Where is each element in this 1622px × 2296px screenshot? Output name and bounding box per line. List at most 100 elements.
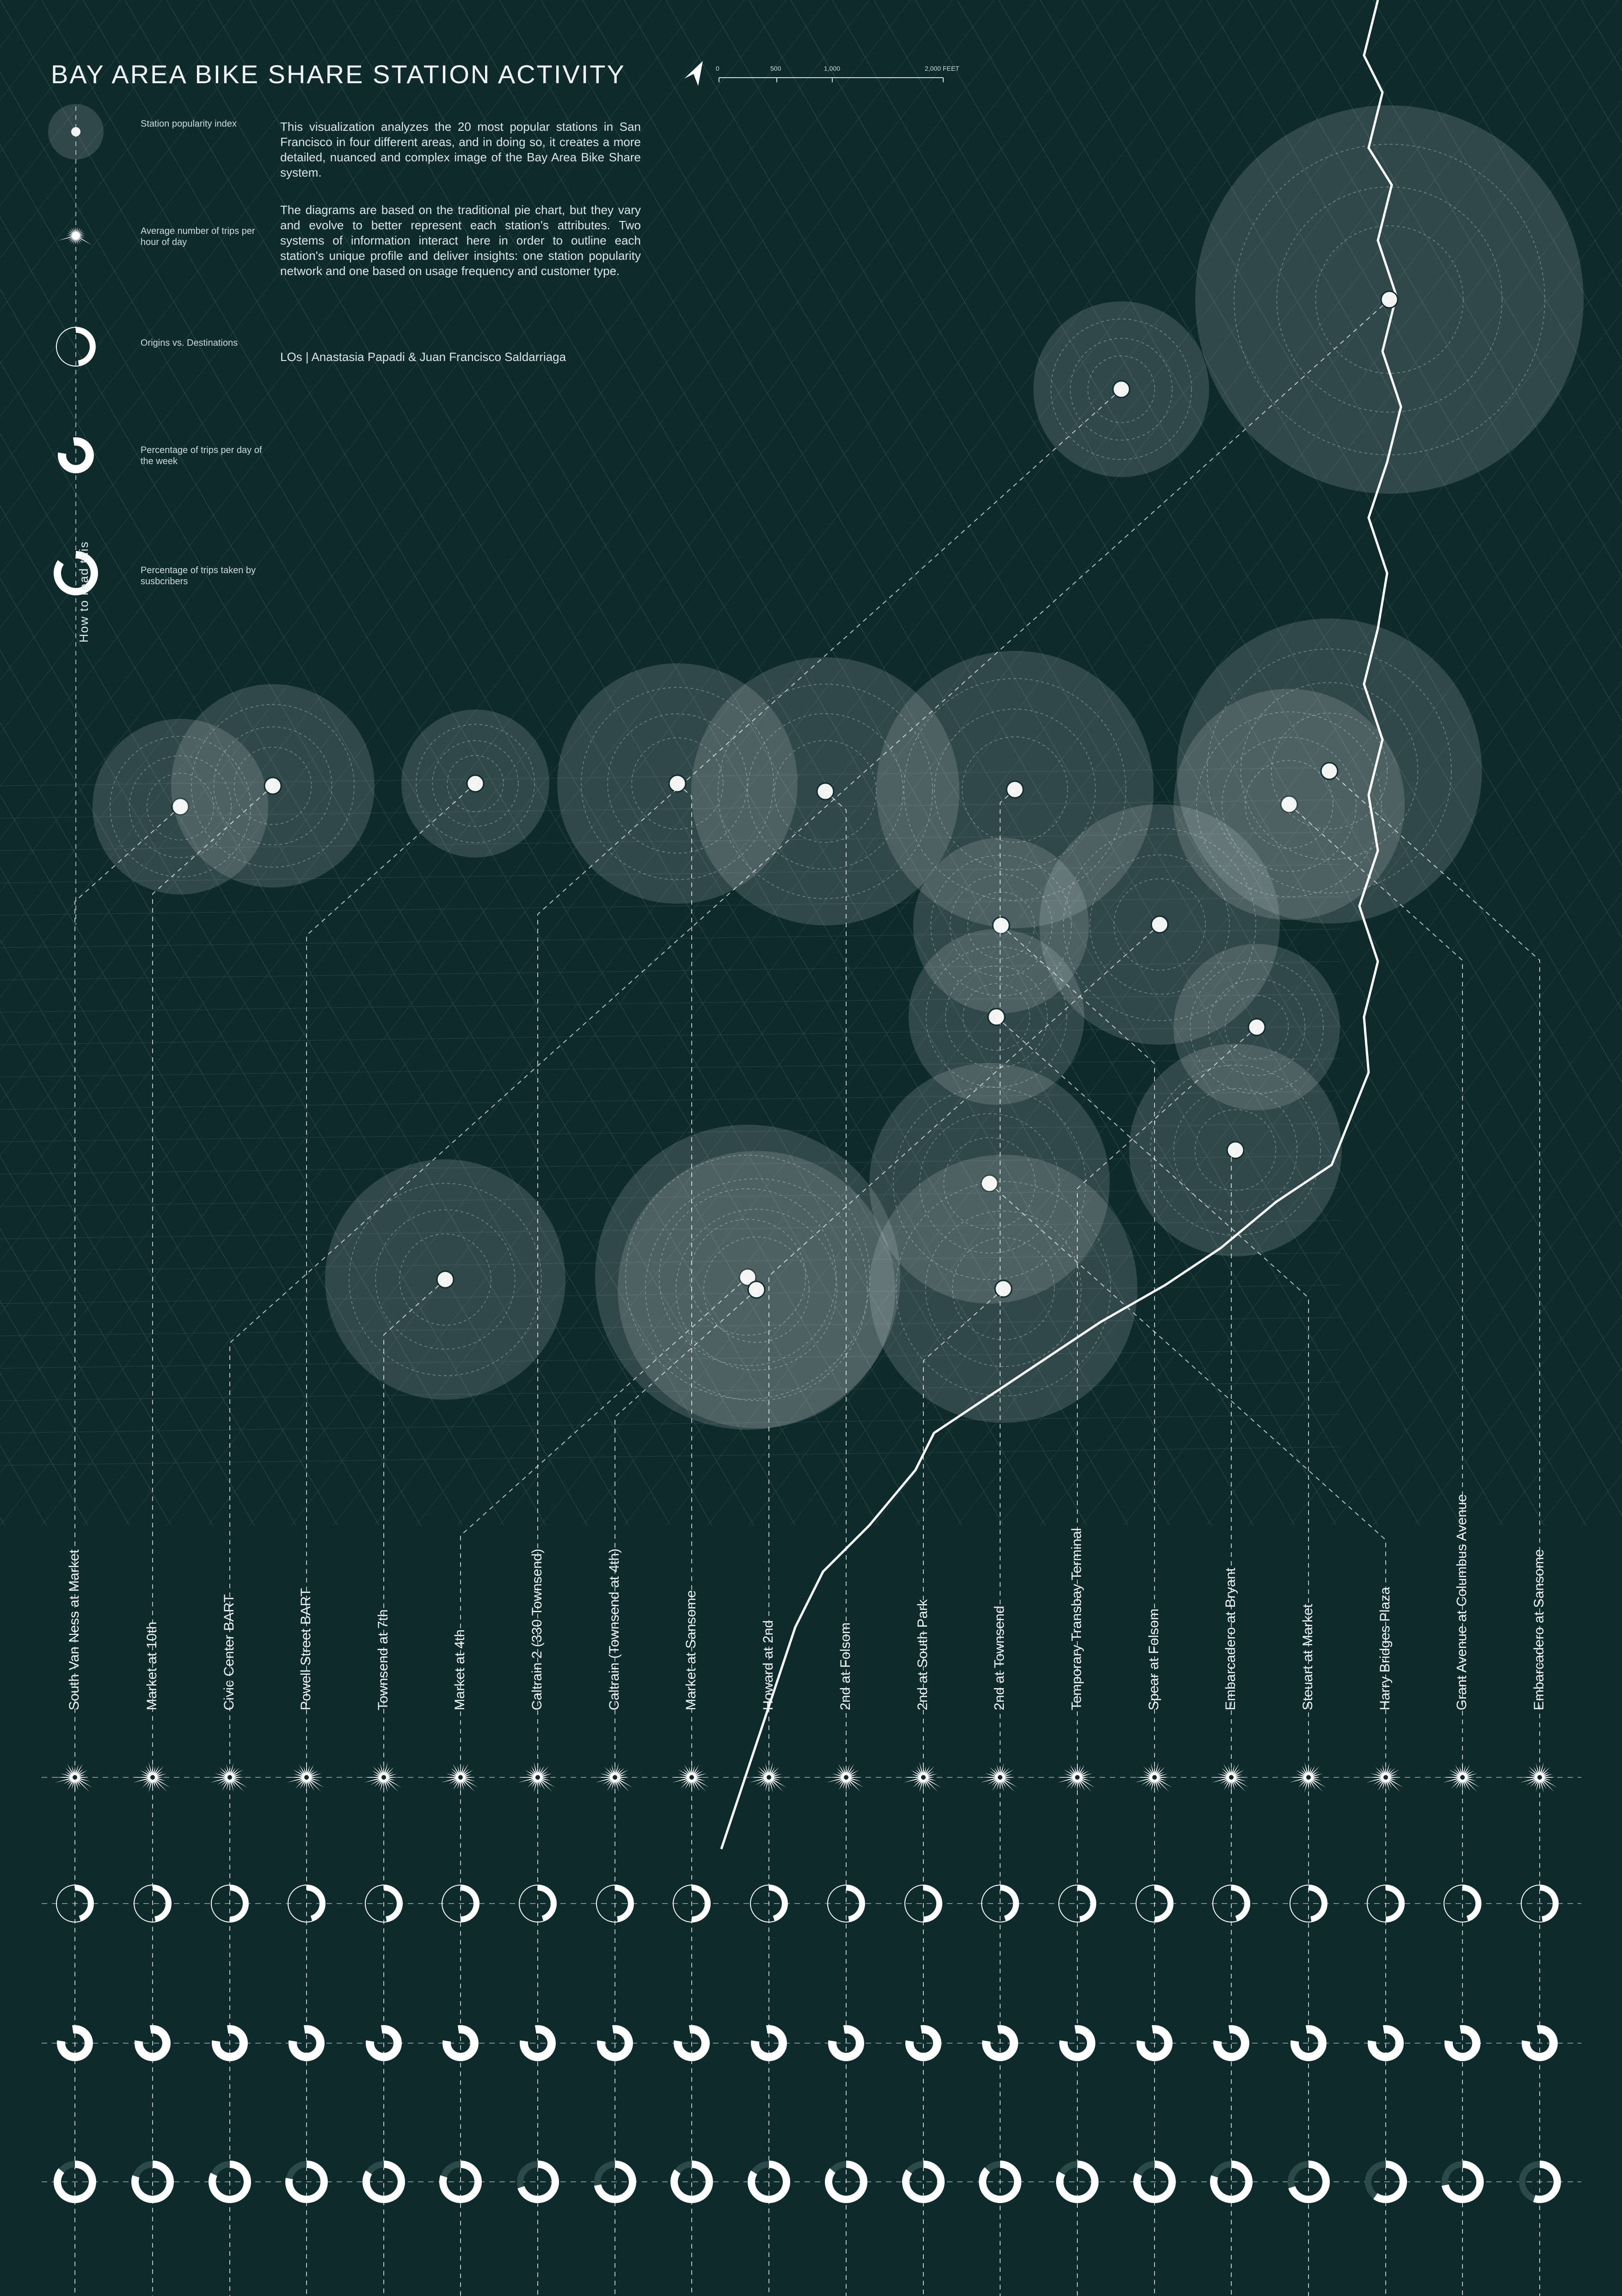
street-line [790, 470, 1622, 1526]
station-label: Temporary Transbay Terminal [1069, 1528, 1084, 1710]
halo-ring [903, 678, 1126, 901]
weekend-gap [56, 2025, 74, 2042]
od-arc [460, 1885, 479, 1922]
od-arc [1385, 1885, 1404, 1922]
od-arc [846, 1885, 865, 1922]
halo-ring [147, 773, 214, 840]
street-line [0, 1285, 1341, 1304]
subscriber-glyph [54, 2161, 96, 2203]
halo-ring [607, 713, 748, 854]
street-line [0, 0, 911, 1157]
origin-destination-glyph [519, 1885, 557, 1923]
halo-ring [919, 1113, 1060, 1254]
subscriber-glyph [748, 2161, 790, 2203]
od-arc [1000, 1885, 1019, 1922]
street-line [291, 0, 1494, 1526]
od-arc [1077, 1885, 1096, 1922]
weekend-gap [1059, 2025, 1076, 2042]
street-line [707, 364, 1622, 1526]
subscriber-arc [517, 2161, 559, 2203]
station-label: Market at 4th [452, 1629, 467, 1710]
legend-label-origins: Origins vs. Destinations [141, 338, 238, 348]
street-line [582, 0, 1462, 1526]
legend-popularity-dot [71, 127, 80, 136]
street-line [873, 0, 1622, 1300]
street-line [0, 577, 546, 1526]
legend-label-subscribers: Percentage of trips taken by susbcribers [141, 565, 256, 587]
legend-label-popularity: Station popularity index [141, 119, 237, 129]
halo-ring [925, 1211, 1081, 1367]
origin-destination-glyph [1290, 1885, 1327, 1923]
weekday-glyph [519, 2025, 556, 2061]
weekend-gap [905, 2025, 922, 2042]
street-line [0, 0, 1119, 1420]
halo-ring [416, 724, 535, 843]
subscriber-arc [670, 2161, 713, 2203]
street-line [957, 681, 1622, 1526]
weekday-ring [1137, 2025, 1173, 2061]
hourly-center [689, 1775, 694, 1780]
street-line [0, 433, 629, 1526]
halo-ring [1234, 144, 1545, 455]
street-line [416, 0, 1295, 1526]
street-line [790, 0, 1622, 1445]
legend-heading: How to read this [77, 541, 91, 643]
street-line [1373, 0, 1622, 433]
street-line [0, 0, 953, 1209]
street-line [166, 0, 1045, 1526]
subscriber-glyph [1056, 2161, 1099, 2203]
street-line [0, 0, 370, 470]
scale-label-500: 500 [770, 65, 781, 72]
street-line [41, 0, 1244, 1526]
street-line [166, 0, 1369, 1526]
hourly-glyph [1288, 1762, 1327, 1793]
halo-ring [950, 874, 1052, 977]
station-label: Powell Street BART [298, 1588, 313, 1710]
hourly-glyph [1365, 1763, 1404, 1792]
subscriber-glyph [825, 2161, 867, 2203]
halo-ring [934, 709, 1096, 870]
station-label: Steuart at Market [1300, 1604, 1315, 1710]
halo-ring [945, 966, 1048, 1068]
od-arc [614, 1885, 633, 1922]
weekend-gap [828, 2025, 845, 2042]
weekday-glyph [288, 2025, 325, 2061]
legend-label-hourly: Average number of trips per hour of day [141, 226, 255, 247]
halo-ring [1190, 960, 1324, 1094]
street-line [83, 0, 962, 1526]
street-line [249, 0, 1452, 1526]
hourly-center [1229, 1775, 1234, 1780]
halo-ring [1070, 338, 1173, 441]
halo-ring [689, 1218, 806, 1336]
description-paragraph-1: This visualization analyzes the 20 most … [280, 120, 641, 179]
origin-destination-glyph [1058, 1885, 1096, 1923]
street-line [0, 866, 380, 1526]
subscriber-arc [1288, 2161, 1330, 2203]
street-line [0, 794, 421, 1526]
street-line [291, 0, 1170, 1526]
street-line [0, 938, 338, 1526]
weekday-glyph [1213, 2025, 1249, 2061]
station-label: Grant Avenue at Columbus Avenue [1454, 1494, 1469, 1710]
street-line [0, 1228, 172, 1526]
od-arc [74, 1885, 93, 1922]
street-line [0, 993, 1341, 1013]
subscriber-arc [1133, 2161, 1176, 2203]
weekend-gap [1444, 2025, 1462, 2042]
street-line [0, 1517, 5, 1526]
street-line [957, 0, 1622, 1155]
subscriber-glyph [517, 2161, 559, 2203]
od-arc [537, 1885, 557, 1922]
od-arc [1539, 1885, 1558, 1922]
weekday-glyph [365, 2025, 402, 2061]
halo-ring [658, 1188, 837, 1366]
weekday-ring [1213, 2025, 1249, 2061]
origin-destination-glyph [1367, 1885, 1405, 1923]
weekday-glyph [828, 2025, 864, 2061]
hourly-center [1152, 1775, 1157, 1780]
street-line [0, 1083, 255, 1526]
street-line [0, 1155, 1341, 1175]
street-line [915, 0, 1622, 1228]
weekend-gap [750, 2025, 768, 2042]
